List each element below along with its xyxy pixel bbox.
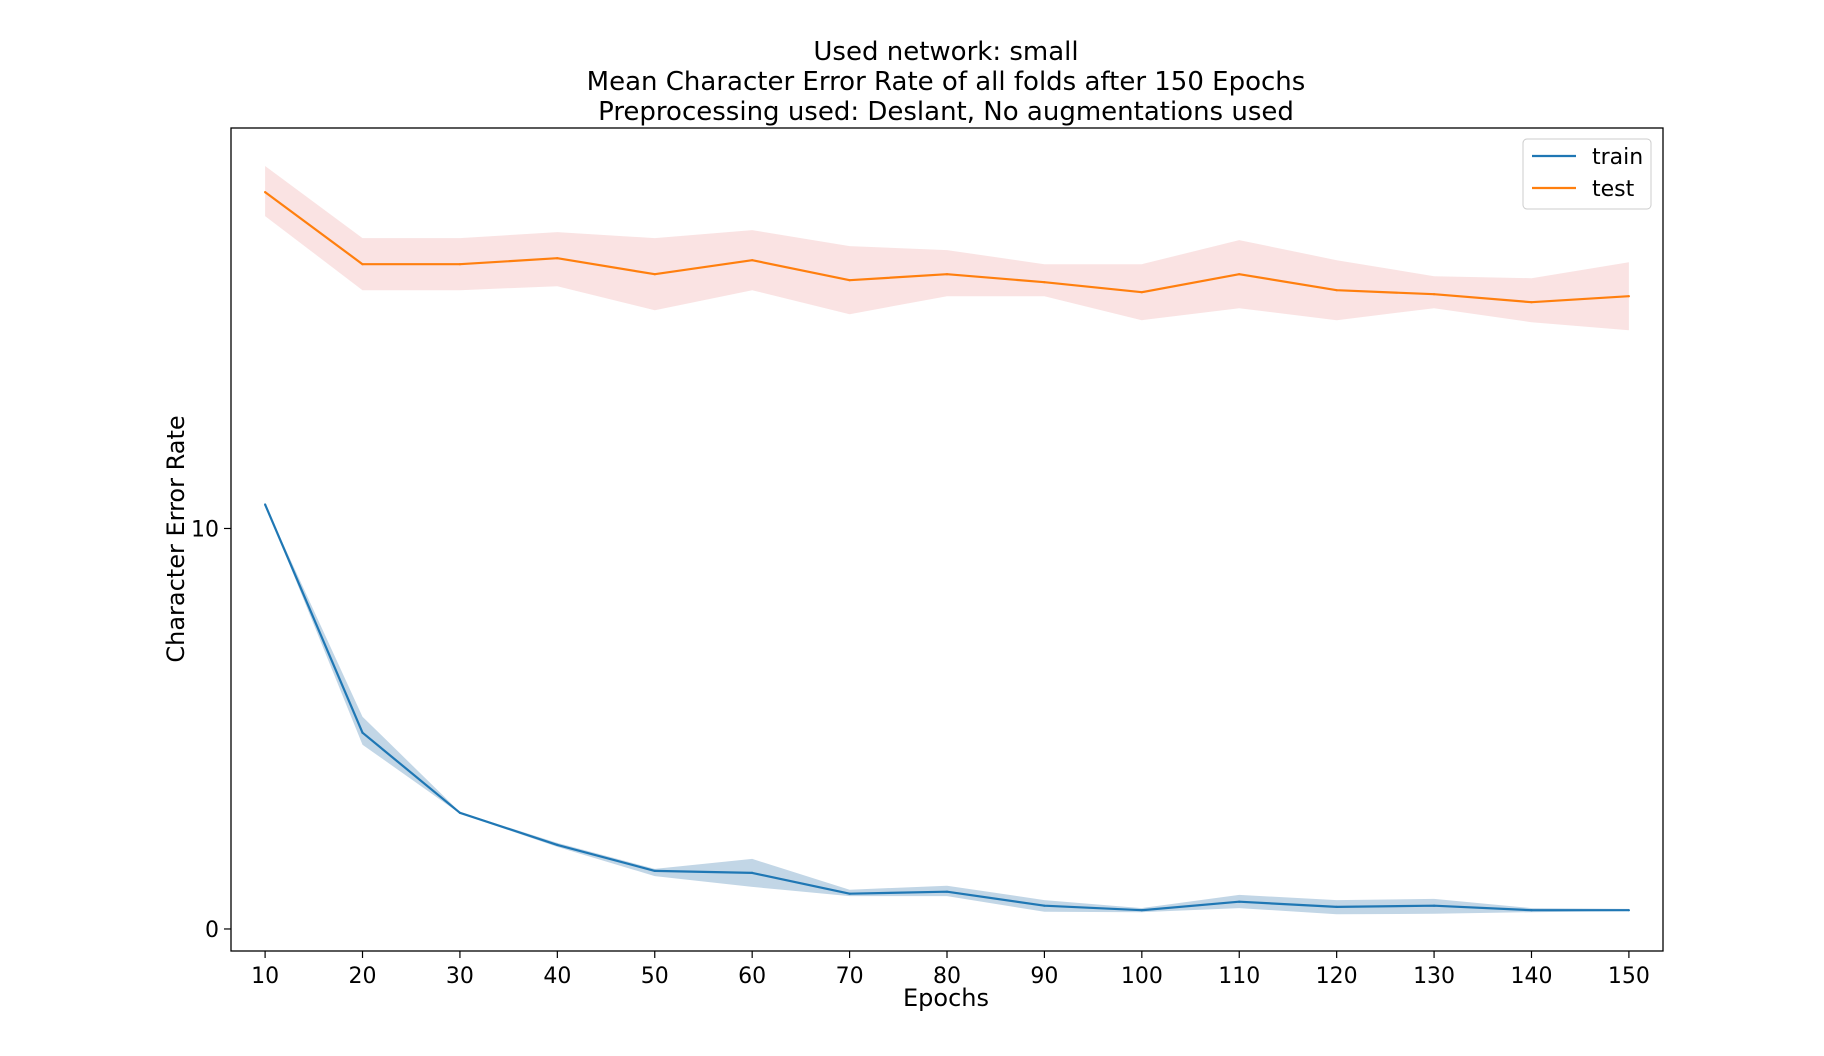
- train-point-60: [751, 871, 754, 875]
- test-point-150: [1627, 295, 1630, 298]
- x-tick-label-20: 20: [349, 964, 377, 989]
- series-lines: [264, 191, 1630, 912]
- train-point-40: [556, 843, 559, 847]
- test-point-120: [1335, 289, 1338, 292]
- legend: train test: [1522, 138, 1652, 210]
- train-point-110: [1238, 900, 1241, 903]
- chart-title-line-1: Used network: small: [813, 37, 1078, 67]
- test-point-80: [945, 273, 949, 276]
- x-tick-label-130: 130: [1413, 964, 1455, 989]
- chart-title-line-3: Preprocessing used: Deslant, No augmenta…: [598, 97, 1294, 127]
- x-tick-label-90: 90: [1030, 964, 1058, 989]
- y-axis-label: Character Error Rate: [162, 415, 190, 662]
- test-point-20: [361, 263, 364, 266]
- train-point-20: [361, 731, 364, 734]
- chart-title: Used network: small Mean Character Error…: [587, 37, 1306, 127]
- test-point-100: [1140, 291, 1143, 294]
- test-point-50: [653, 273, 656, 276]
- train-point-50: [653, 869, 656, 873]
- x-tick-label-110: 110: [1218, 964, 1260, 989]
- x-tick-label-80: 80: [933, 964, 961, 989]
- test-point-140: [1530, 301, 1533, 304]
- train-point-140: [1530, 909, 1533, 912]
- test-point-90: [1043, 281, 1046, 284]
- test-point-40: [556, 257, 559, 260]
- train-point-10: [264, 503, 267, 506]
- test-confidence-band: [265, 166, 1629, 331]
- x-tick-label-60: 60: [738, 964, 766, 989]
- train-confidence-band: [265, 504, 1629, 915]
- train-point-100: [1140, 909, 1143, 912]
- y-axis-ticks: 0 10: [191, 517, 231, 943]
- x-tick-label-120: 120: [1316, 964, 1358, 989]
- x-tick-label-50: 50: [641, 964, 669, 989]
- train-point-150: [1627, 909, 1630, 912]
- train-point-130: [1433, 904, 1436, 907]
- x-tick-label-100: 100: [1121, 964, 1163, 989]
- x-tick-label-70: 70: [836, 964, 864, 989]
- x-tick-label-40: 40: [543, 964, 571, 989]
- y-tick-label-10: 10: [191, 517, 219, 542]
- test-point-30: [458, 263, 461, 266]
- train-point-70: [848, 892, 851, 895]
- train-series-line: [264, 504, 1629, 912]
- train-point-80: [945, 890, 949, 893]
- train-point-90: [1043, 904, 1046, 907]
- test-point-60: [751, 259, 754, 262]
- legend-train-label: train: [1592, 145, 1643, 170]
- y-tick-label-0: 0: [205, 918, 219, 943]
- x-tick-label-140: 140: [1510, 964, 1552, 989]
- test-point-130: [1433, 293, 1436, 296]
- chart-title-line-2: Mean Character Error Rate of all folds a…: [587, 67, 1306, 97]
- confidence-bands: [265, 166, 1629, 915]
- legend-test-label: test: [1592, 177, 1635, 202]
- test-point-10: [264, 191, 267, 194]
- x-tick-label-10: 10: [251, 964, 279, 989]
- test-point-110: [1238, 273, 1241, 276]
- train-point-30: [458, 811, 461, 814]
- x-axis-label: Epochs: [903, 984, 989, 1012]
- x-tick-label-150: 150: [1608, 964, 1650, 989]
- x-axis-ticks: 10 20 30 40 50 60 70 80 90 100 110 120 130 140 150: [251, 951, 1650, 989]
- x-tick-label-30: 30: [446, 964, 474, 989]
- train-point-120: [1335, 905, 1338, 909]
- test-point-70: [848, 279, 851, 282]
